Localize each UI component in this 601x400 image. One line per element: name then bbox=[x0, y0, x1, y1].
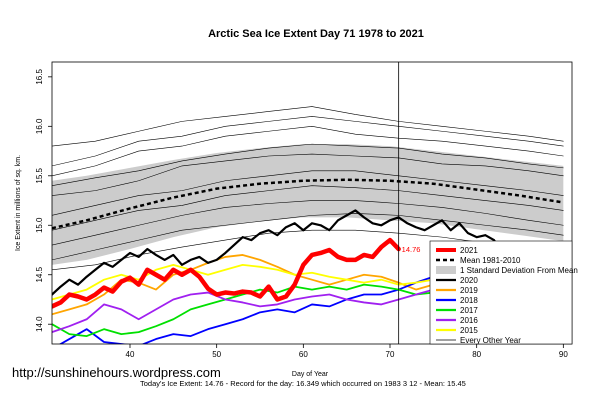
y-tick-label: 15.0 bbox=[35, 217, 44, 233]
series-line-year-8 bbox=[52, 143, 564, 186]
axes: 40 50 60 70 80 90 14.0 14.5 15.0 15.5 16.0 16.5 bbox=[35, 69, 568, 359]
legend-label: 2020 bbox=[460, 276, 478, 285]
legend-label: 2015 bbox=[460, 326, 478, 335]
legend-label: 2019 bbox=[460, 286, 478, 295]
y-tick-label: 16.5 bbox=[35, 69, 44, 85]
series-line-year-6 bbox=[52, 213, 564, 261]
plot-frame bbox=[51, 61, 573, 345]
x-axis-label: Day of Year bbox=[292, 371, 329, 378]
x-tick-label: 40 bbox=[126, 350, 135, 359]
series-line-year-1 bbox=[52, 126, 564, 177]
legend-label: 2016 bbox=[460, 316, 478, 325]
legend-key-1-standard-deviation-from-mean bbox=[436, 266, 456, 274]
mean-line bbox=[52, 178, 564, 230]
legend-label: Mean 1981-2010 bbox=[460, 256, 521, 265]
x-tick-label: 60 bbox=[299, 350, 308, 359]
legend-label: Every Other Year bbox=[460, 336, 521, 345]
series-line-year-5 bbox=[52, 200, 564, 246]
footer-text: Today's Ice Extent: 14.76 - Record for t… bbox=[140, 379, 466, 388]
x-tick-label: 70 bbox=[386, 350, 395, 359]
day-cursor-value: 14.76 bbox=[402, 245, 421, 254]
y-axis-label: Ice Extent in millions of sq. km. bbox=[15, 155, 22, 251]
legend-label: 2017 bbox=[460, 306, 478, 315]
series-line-year-9 bbox=[52, 116, 564, 167]
y-tick-label: 14.0 bbox=[35, 316, 44, 332]
legend-label: 2021 bbox=[460, 246, 478, 255]
legend-label: 2018 bbox=[460, 296, 478, 305]
x-tick-label: 90 bbox=[559, 350, 568, 359]
legend-box bbox=[429, 240, 573, 345]
chart-title: Arctic Sea Ice Extent Day 71 1978 to 202… bbox=[208, 28, 424, 40]
x-tick-label: 50 bbox=[212, 350, 221, 359]
std-dev-band bbox=[52, 144, 564, 265]
watermark: http://sunshinehours.wordpress.com bbox=[12, 365, 221, 380]
series-line-2021 bbox=[52, 237, 401, 309]
series-line-year-4 bbox=[52, 185, 564, 231]
y-tick-label: 15.5 bbox=[35, 167, 44, 183]
series-line-year-3 bbox=[52, 170, 564, 216]
y-tick-label: 16.0 bbox=[35, 118, 44, 134]
x-tick-label: 80 bbox=[472, 350, 481, 359]
legend-label: 1 Standard Deviation From Mean bbox=[460, 266, 578, 275]
series-line-year-2 bbox=[52, 153, 564, 196]
series-line-every-other-year bbox=[52, 106, 564, 147]
series-line-2020 bbox=[52, 209, 565, 306]
y-tick-label: 14.5 bbox=[35, 266, 44, 282]
